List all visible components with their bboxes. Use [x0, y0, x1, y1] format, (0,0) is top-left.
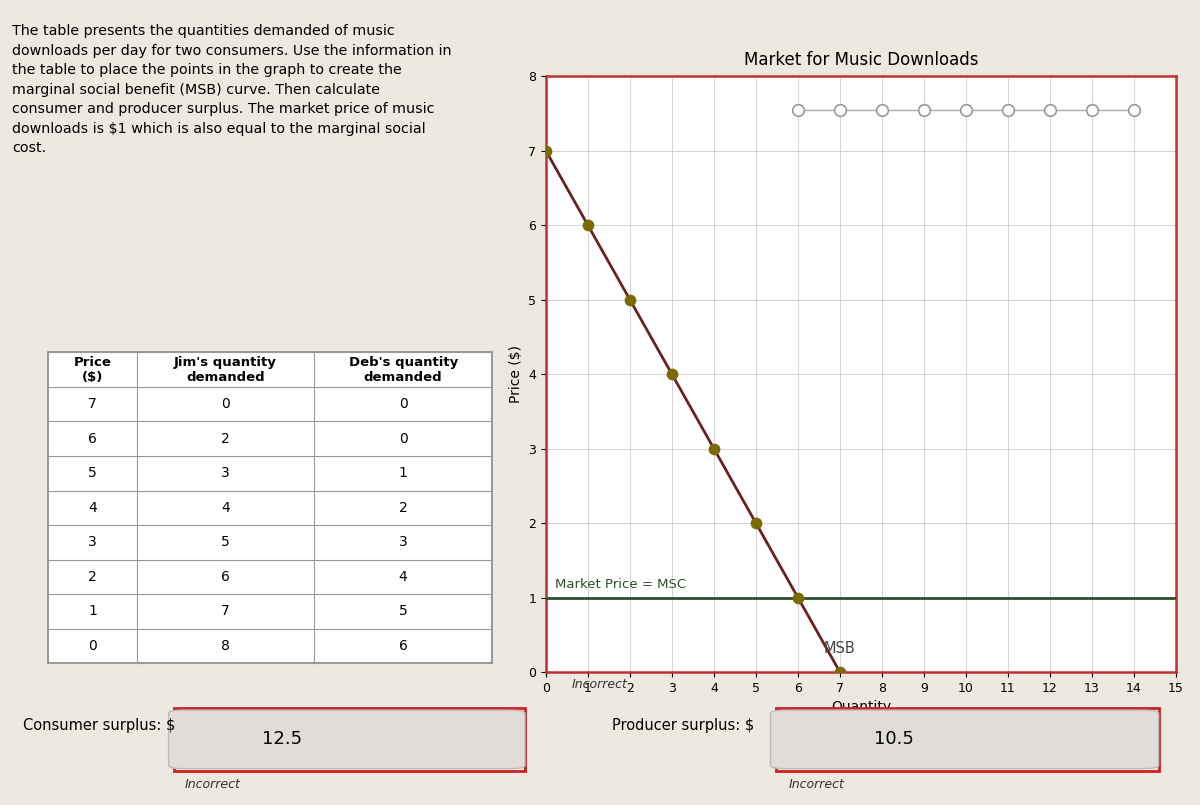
FancyBboxPatch shape [174, 708, 526, 771]
Text: 1: 1 [88, 605, 97, 618]
Text: Incorrect: Incorrect [185, 778, 241, 791]
Text: 1: 1 [398, 466, 408, 481]
Text: 5: 5 [398, 605, 408, 618]
X-axis label: Quantity: Quantity [830, 700, 892, 715]
Text: 2: 2 [88, 570, 97, 584]
Text: Market Price = MSC: Market Price = MSC [556, 578, 686, 591]
Text: 8: 8 [221, 639, 230, 653]
Text: 7: 7 [221, 605, 230, 618]
Text: Producer surplus: $: Producer surplus: $ [612, 718, 754, 733]
Text: 2: 2 [221, 431, 230, 446]
FancyBboxPatch shape [776, 708, 1159, 771]
Text: MSB: MSB [823, 641, 854, 656]
Point [830, 104, 850, 117]
Point [872, 104, 892, 117]
Point [998, 104, 1018, 117]
Text: 5: 5 [88, 466, 97, 481]
Point [662, 368, 682, 381]
Text: 0: 0 [398, 397, 408, 411]
Text: Jim's quantity
demanded: Jim's quantity demanded [174, 356, 277, 383]
Point [536, 145, 556, 158]
Text: Deb's quantity
demanded: Deb's quantity demanded [348, 356, 457, 383]
Text: 4: 4 [398, 570, 408, 584]
Point [578, 219, 598, 232]
Point [830, 666, 850, 679]
Text: 0: 0 [398, 431, 408, 446]
Bar [48, 353, 492, 663]
Text: Consumer surplus: $: Consumer surplus: $ [23, 718, 175, 733]
Text: 0: 0 [88, 639, 97, 653]
Title: Market for Music Downloads: Market for Music Downloads [744, 52, 978, 69]
Point [1040, 104, 1060, 117]
Text: 0: 0 [221, 397, 230, 411]
Text: Incorrect: Incorrect [572, 679, 628, 691]
Text: The table presents the quantities demanded of music
downloads per day for two co: The table presents the quantities demand… [12, 24, 451, 155]
Point [746, 517, 766, 530]
Text: Price
($): Price ($) [73, 356, 112, 383]
Text: 10.5: 10.5 [874, 730, 914, 749]
Point [956, 104, 976, 117]
Point [704, 443, 724, 456]
Text: 3: 3 [221, 466, 230, 481]
Point [1082, 104, 1102, 117]
Text: 5: 5 [221, 535, 230, 549]
Text: 6: 6 [221, 570, 230, 584]
Text: 3: 3 [88, 535, 97, 549]
FancyBboxPatch shape [169, 710, 526, 769]
Point [1124, 104, 1144, 117]
Text: 6: 6 [88, 431, 97, 446]
Text: 12.5: 12.5 [262, 730, 302, 749]
Text: Incorrect: Incorrect [788, 778, 844, 791]
Y-axis label: Price ($): Price ($) [509, 345, 523, 403]
Text: 3: 3 [398, 535, 408, 549]
Point [914, 104, 934, 117]
Point [788, 591, 808, 604]
Text: 6: 6 [398, 639, 408, 653]
Text: 2: 2 [398, 501, 408, 514]
Text: 4: 4 [221, 501, 230, 514]
Text: 7: 7 [88, 397, 97, 411]
Text: 4: 4 [88, 501, 97, 514]
Point [788, 104, 808, 117]
FancyBboxPatch shape [770, 710, 1159, 769]
Point [620, 294, 640, 307]
